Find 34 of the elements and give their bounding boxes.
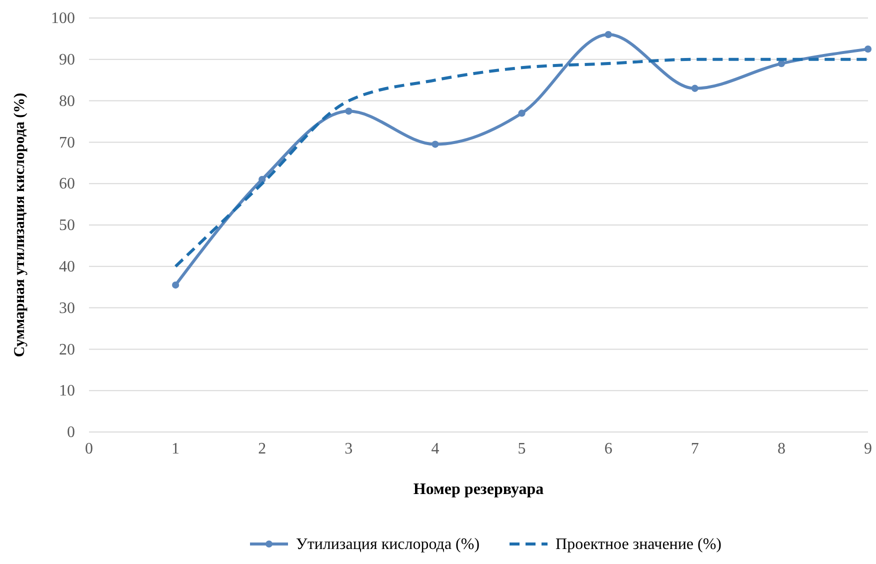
line-series	[174, 58, 870, 268]
y-tick-label: 80	[59, 92, 75, 110]
point	[864, 45, 872, 53]
x-tick-label: 7	[690, 440, 699, 458]
point	[432, 140, 439, 148]
point	[172, 281, 180, 289]
x-tick-label: 5	[518, 440, 526, 458]
x-tick-label: 4	[431, 440, 440, 458]
y-tick-label: 20	[59, 341, 75, 358]
y-tick-label: 30	[59, 300, 75, 317]
x-tick-label: 1	[172, 440, 180, 458]
legend-label: Проектное значение (%)	[556, 536, 722, 553]
point	[345, 108, 352, 115]
y-tick-label: 60	[59, 176, 75, 193]
x-tick-label: 2	[258, 440, 266, 458]
x-tick-label: 6	[604, 440, 612, 458]
x-tick-label: 0	[85, 440, 93, 458]
y-tick-label: 70	[59, 134, 75, 152]
y-axis-title: Суммарная утилизация кислорода (%)	[12, 92, 28, 358]
y-tick-label: 90	[59, 52, 75, 69]
x-tick-label: 3	[344, 440, 353, 458]
y-tick-label: 0	[67, 424, 75, 442]
y-tick-label: 10	[59, 382, 75, 400]
y-tick-label: 100	[51, 10, 75, 28]
point	[778, 60, 786, 68]
point	[604, 31, 612, 38]
point	[691, 84, 698, 92]
point	[518, 110, 526, 117]
y-tick-label: 40	[59, 258, 75, 276]
y-tick-label: 50	[59, 217, 75, 234]
x-tick-label: 8	[777, 440, 786, 458]
x-tick-label: 9	[864, 440, 872, 458]
legend-label: Утилизация кислорода (%)	[296, 536, 480, 553]
x-axis-title: Номер резервуара	[413, 481, 544, 498]
